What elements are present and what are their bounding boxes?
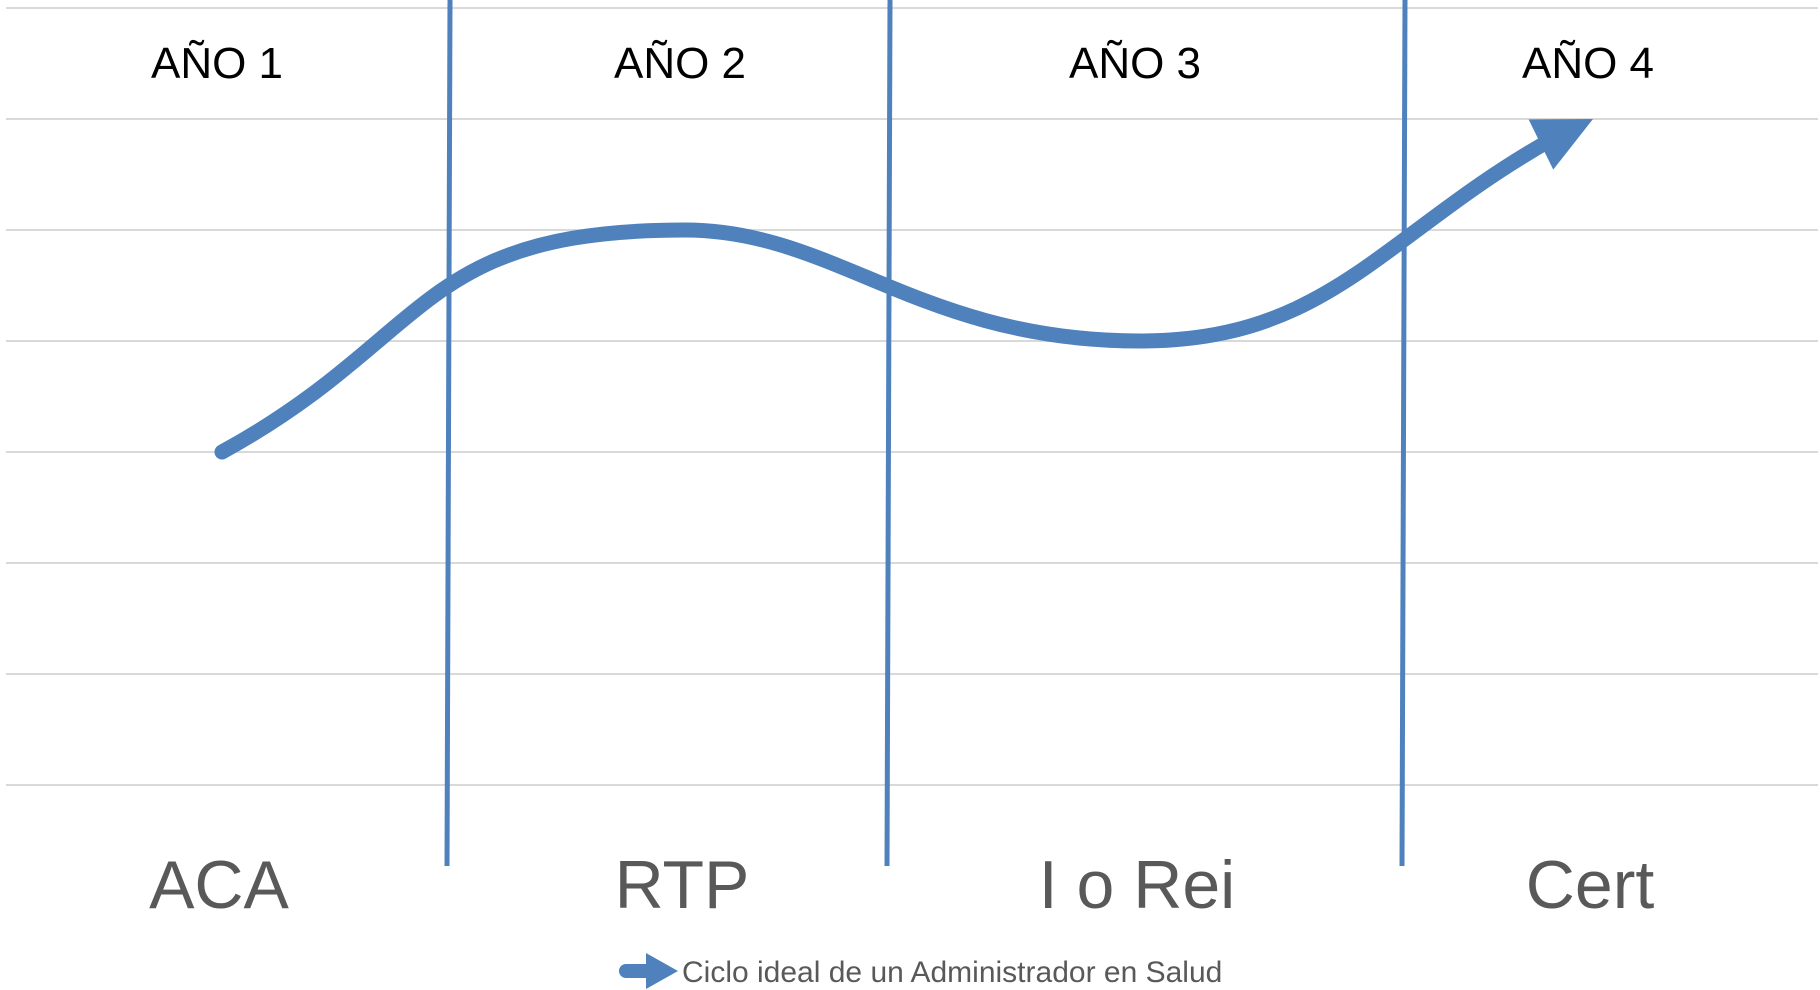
period-divider bbox=[1399, 0, 1408, 867]
series-arrowhead bbox=[1528, 119, 1593, 170]
category-labels: ACA RTP I o Rei Cert bbox=[149, 847, 1654, 923]
period-dividers bbox=[444, 0, 1408, 867]
category-label: RTP bbox=[615, 847, 750, 923]
legend-arrow-icon bbox=[646, 953, 678, 989]
legend-label: Ciclo ideal de un Administrador en Salud bbox=[682, 956, 1222, 989]
year-label: AÑO 3 bbox=[1069, 38, 1201, 88]
period-divider bbox=[884, 0, 893, 867]
series-layer bbox=[214, 119, 1593, 460]
year-label: AÑO 1 bbox=[151, 38, 283, 88]
year-label: AÑO 4 bbox=[1522, 38, 1654, 88]
category-label: ACA bbox=[149, 847, 289, 923]
period-divider bbox=[444, 0, 453, 867]
category-label: Cert bbox=[1526, 847, 1655, 923]
year-labels: AÑO 1 AÑO 2 AÑO 3 AÑO 4 bbox=[151, 38, 1654, 88]
category-label: I o Rei bbox=[1039, 847, 1236, 923]
series-line bbox=[214, 130, 1561, 460]
year-label: AÑO 2 bbox=[614, 38, 746, 88]
gridlines bbox=[6, 7, 1818, 786]
legend: Ciclo ideal de un Administrador en Salud bbox=[619, 953, 1222, 989]
